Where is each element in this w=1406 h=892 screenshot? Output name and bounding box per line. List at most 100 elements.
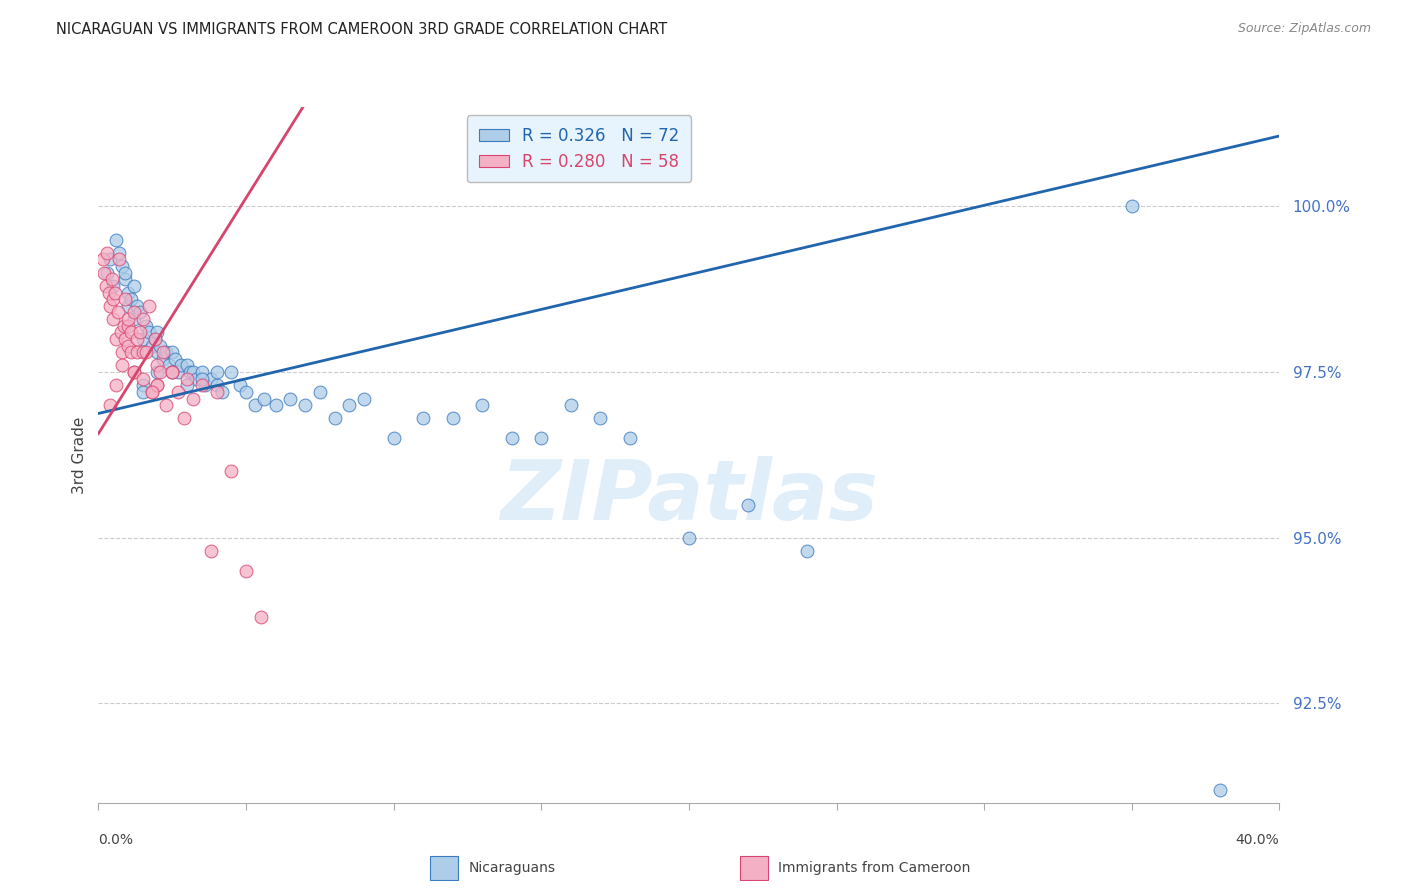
Point (1209, 782, 1232, 797)
Point (125, 299, 148, 313)
Point (309, 384, 332, 399)
Point (143, 332, 166, 346)
Point (181, 392, 204, 406)
Point (441, 411, 464, 425)
Point (117, 338, 139, 352)
Point (117, 312, 139, 326)
Point (167, 384, 190, 399)
Point (219, 465, 243, 479)
Point (97, 285, 120, 300)
Text: Immigrants from Cameroon: Immigrants from Cameroon (778, 861, 970, 875)
Point (253, 392, 276, 406)
Point (149, 338, 172, 352)
Point (100, 272, 122, 286)
Point (1121, 199, 1143, 213)
Point (157, 359, 180, 373)
Point (135, 345, 157, 359)
Point (176, 378, 198, 392)
Point (135, 318, 157, 333)
Text: Source: ZipAtlas.com: Source: ZipAtlas.com (1237, 22, 1371, 36)
Point (107, 305, 129, 319)
Point (111, 345, 134, 359)
Point (278, 392, 302, 406)
Point (162, 365, 183, 379)
Point (114, 266, 136, 280)
Point (235, 564, 257, 578)
Point (132, 332, 155, 346)
Point (205, 378, 228, 392)
Point (125, 345, 148, 359)
Point (122, 305, 145, 319)
Point (146, 378, 169, 392)
Point (264, 398, 287, 412)
Point (122, 312, 145, 326)
Point (143, 332, 166, 346)
Point (98, 398, 121, 412)
Point (146, 326, 169, 340)
Point (250, 610, 273, 624)
Point (108, 252, 131, 267)
Point (165, 351, 187, 366)
Point (146, 359, 169, 373)
Point (120, 345, 142, 359)
Point (294, 398, 316, 412)
Point (179, 365, 201, 379)
Point (205, 365, 228, 379)
Point (112, 318, 135, 333)
Point (167, 365, 190, 379)
Y-axis label: 3rd Grade: 3rd Grade (72, 417, 87, 493)
Point (152, 345, 174, 359)
Point (243, 398, 266, 412)
Point (110, 326, 132, 340)
Point (181, 365, 204, 379)
Point (128, 326, 150, 340)
Point (560, 398, 582, 412)
Point (162, 365, 183, 379)
Point (132, 312, 155, 326)
Point (155, 345, 177, 359)
Point (149, 365, 172, 379)
Point (141, 384, 163, 399)
Point (200, 372, 222, 386)
Point (737, 498, 759, 512)
Point (323, 411, 346, 425)
Point (114, 272, 136, 286)
Point (471, 398, 494, 412)
Text: 0.0%: 0.0% (98, 832, 134, 847)
Point (152, 351, 174, 366)
Point (104, 285, 127, 300)
Point (146, 345, 169, 359)
Point (138, 299, 160, 313)
Point (501, 431, 523, 445)
Point (205, 384, 228, 399)
Point (235, 384, 257, 399)
Point (120, 326, 142, 340)
Point (353, 392, 375, 406)
Point (155, 398, 177, 412)
Point (93, 266, 115, 280)
Point (619, 431, 641, 445)
Point (120, 292, 142, 306)
Point (141, 384, 163, 399)
Point (589, 411, 612, 425)
Point (114, 292, 136, 306)
Point (211, 384, 233, 399)
Point (337, 398, 360, 412)
Point (111, 259, 134, 273)
Legend: R = 0.326   N = 72, R = 0.280   N = 58: R = 0.326 N = 72, R = 0.280 N = 58 (467, 115, 690, 182)
Point (128, 305, 150, 319)
Point (162, 365, 183, 379)
Point (229, 378, 252, 392)
Point (105, 332, 128, 346)
Point (96, 245, 118, 260)
Point (170, 359, 193, 373)
Point (382, 431, 405, 445)
Point (108, 245, 131, 260)
Point (91, 252, 114, 267)
Point (173, 411, 195, 425)
Point (191, 372, 214, 386)
Point (132, 384, 155, 399)
Point (194, 378, 217, 392)
Point (176, 359, 198, 373)
Point (191, 365, 214, 379)
